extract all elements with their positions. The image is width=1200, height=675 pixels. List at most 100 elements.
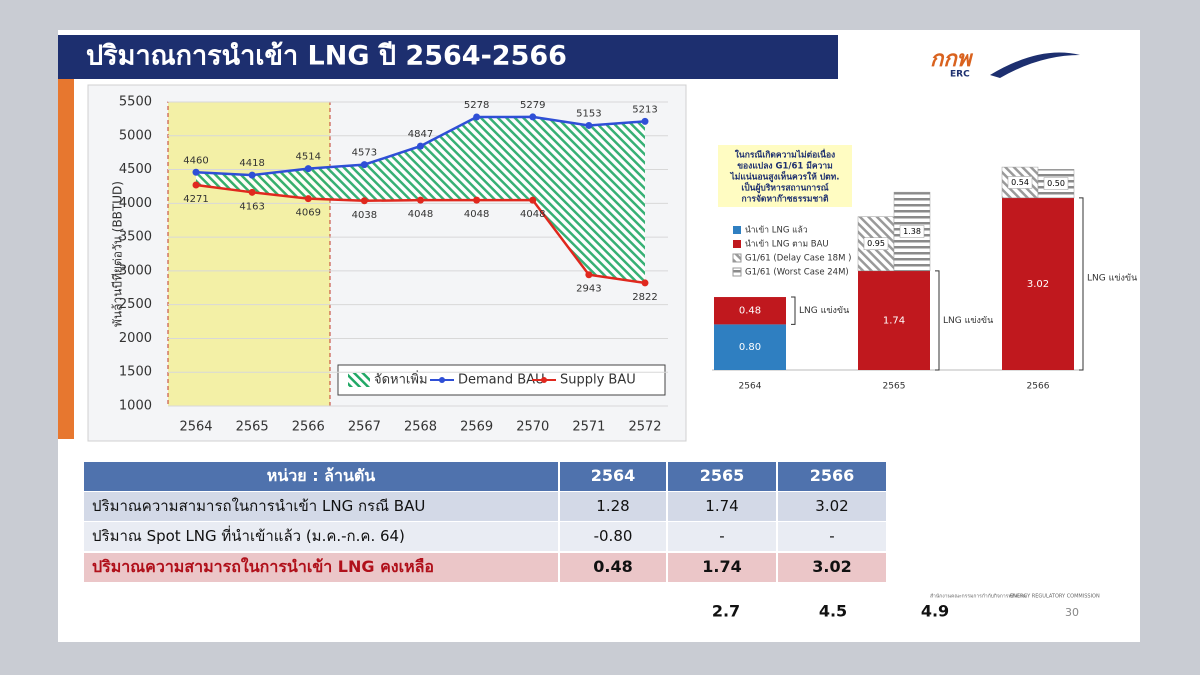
data-label: 5278	[464, 100, 489, 111]
point	[529, 196, 537, 204]
data-label: 5279	[520, 100, 545, 111]
data-label: 0.50	[1047, 179, 1065, 188]
data-label: 0.80	[739, 342, 761, 353]
point	[192, 168, 200, 176]
x-tick-label: 2565	[883, 382, 906, 392]
point	[585, 121, 593, 129]
table-cell-text: 1.74	[702, 557, 741, 576]
accent-bar	[58, 79, 74, 439]
table-cell	[778, 492, 886, 521]
y-tick-label: 2500	[119, 297, 152, 312]
annotation-box	[718, 145, 852, 207]
legend-label: นำเข้า LNG แล้ว	[745, 225, 808, 236]
table-cell	[668, 462, 776, 491]
footer-org-en: ENERGY REGULATORY COMMISSION	[1010, 594, 1100, 600]
data-label: 2822	[632, 292, 657, 303]
table-cell-text: 3.02	[812, 557, 851, 576]
legend-dot	[439, 377, 445, 383]
table-header: 2565	[700, 466, 745, 485]
annotation: เป็นผู้บริหารสถานการณ์	[741, 181, 828, 194]
legend-swatch	[348, 373, 370, 387]
annotation: ของแปลง G1/61 มีความ	[737, 161, 832, 172]
x-tick-label: 2568	[404, 420, 437, 435]
x-tick-label: 2569	[460, 420, 493, 435]
data-label: 1.74	[883, 315, 905, 326]
annotation: ในกรณีเกิดความไม่ต่อเนื่อง	[735, 148, 835, 161]
point	[417, 142, 424, 150]
legend-swatch	[732, 267, 742, 277]
table-header: 2564	[591, 466, 636, 485]
table-cell	[668, 522, 776, 551]
x-tick-label: 2564	[179, 420, 212, 435]
footer-org-th: สำนักงานคณะกรรมการกำกับกิจการพลังงาน	[930, 593, 1026, 600]
data-label: 4847	[408, 129, 433, 140]
table-cell	[84, 553, 558, 582]
data-label: 4514	[296, 152, 321, 163]
legend-dot	[541, 377, 547, 383]
point	[585, 271, 593, 279]
data-label: 4460	[183, 155, 208, 166]
table-cell-text: -	[719, 527, 724, 545]
x-tick-label: 2571	[572, 420, 605, 435]
bar	[714, 324, 786, 370]
x-tick-label: 2565	[236, 420, 269, 435]
data-label: 4573	[352, 148, 377, 159]
bracket	[791, 296, 796, 325]
table-cell-text: ปริมาณความสามารถในการนำเข้า LNG คงเหลือ	[92, 557, 434, 576]
bracket-label: LNG แข่งขัน	[799, 306, 849, 316]
note: 4.9	[921, 602, 949, 621]
data-label: 1.38	[903, 227, 921, 236]
table-header: หน่วย : ล้านตัน	[267, 466, 376, 485]
table-cell-text: -0.80	[594, 527, 633, 545]
data-label: 0.48	[739, 306, 761, 317]
table-cell	[778, 462, 886, 491]
point	[360, 197, 368, 205]
table-cell-text: 0.48	[593, 557, 632, 576]
table-cell	[560, 553, 666, 582]
legend-label: Supply BAU	[560, 373, 636, 388]
bracket	[1079, 197, 1084, 371]
x-tick-label: 2572	[628, 420, 661, 435]
legend-label: นำเข้า LNG ตาม BAU	[745, 239, 829, 250]
data-label: 0.95	[867, 239, 885, 248]
bracket-label: LNG แข่งขัน	[943, 316, 993, 326]
data-label: 5213	[632, 104, 657, 115]
y-tick-label: 4500	[119, 162, 152, 177]
table-cell-text: ปริมาณ Spot LNG ที่นำเข้าแล้ว (ม.ค.-ก.ค.…	[92, 525, 405, 545]
bracket	[935, 270, 940, 371]
annotation: การจัดหาก๊าซธรรมชาติ	[741, 194, 829, 205]
x-tick-label: 2570	[516, 420, 549, 435]
point	[192, 181, 200, 189]
legend-label: G1/61 (Worst Case 24M)	[745, 268, 849, 278]
table-cell	[560, 462, 666, 491]
point	[304, 165, 312, 173]
data-label-bg	[1007, 176, 1033, 189]
table-cell	[668, 492, 776, 521]
point	[417, 196, 424, 204]
point	[641, 117, 649, 125]
point	[473, 113, 481, 121]
table-cell	[84, 492, 558, 521]
data-label: 4048	[464, 209, 489, 220]
table-cell-text: 1.74	[705, 497, 738, 515]
table-cell	[84, 522, 558, 551]
table-cell	[560, 492, 666, 521]
data-label: 4048	[408, 209, 433, 220]
logo-swoosh	[990, 52, 1080, 78]
table-cell-text: ปริมาณความสามารถในการนำเข้า LNG กรณี BAU	[92, 497, 425, 515]
y-tick-label: 5000	[119, 128, 152, 143]
y-tick-label: 3000	[119, 263, 152, 278]
point	[641, 279, 649, 287]
legend-swatch	[733, 226, 741, 234]
legend-label: จัดหาเพิ่ม	[374, 371, 428, 388]
data-label-bg	[1043, 177, 1069, 190]
note: 4.5	[819, 602, 847, 621]
logo-sub: ERC	[950, 70, 970, 80]
table-cell-text: -	[829, 527, 834, 545]
point	[360, 161, 368, 169]
highlight-region	[167, 101, 331, 407]
data-label: 4418	[239, 158, 264, 169]
logo: กกพ	[930, 47, 974, 72]
legend-label: G1/61 (Delay Case 18M )	[745, 254, 851, 264]
